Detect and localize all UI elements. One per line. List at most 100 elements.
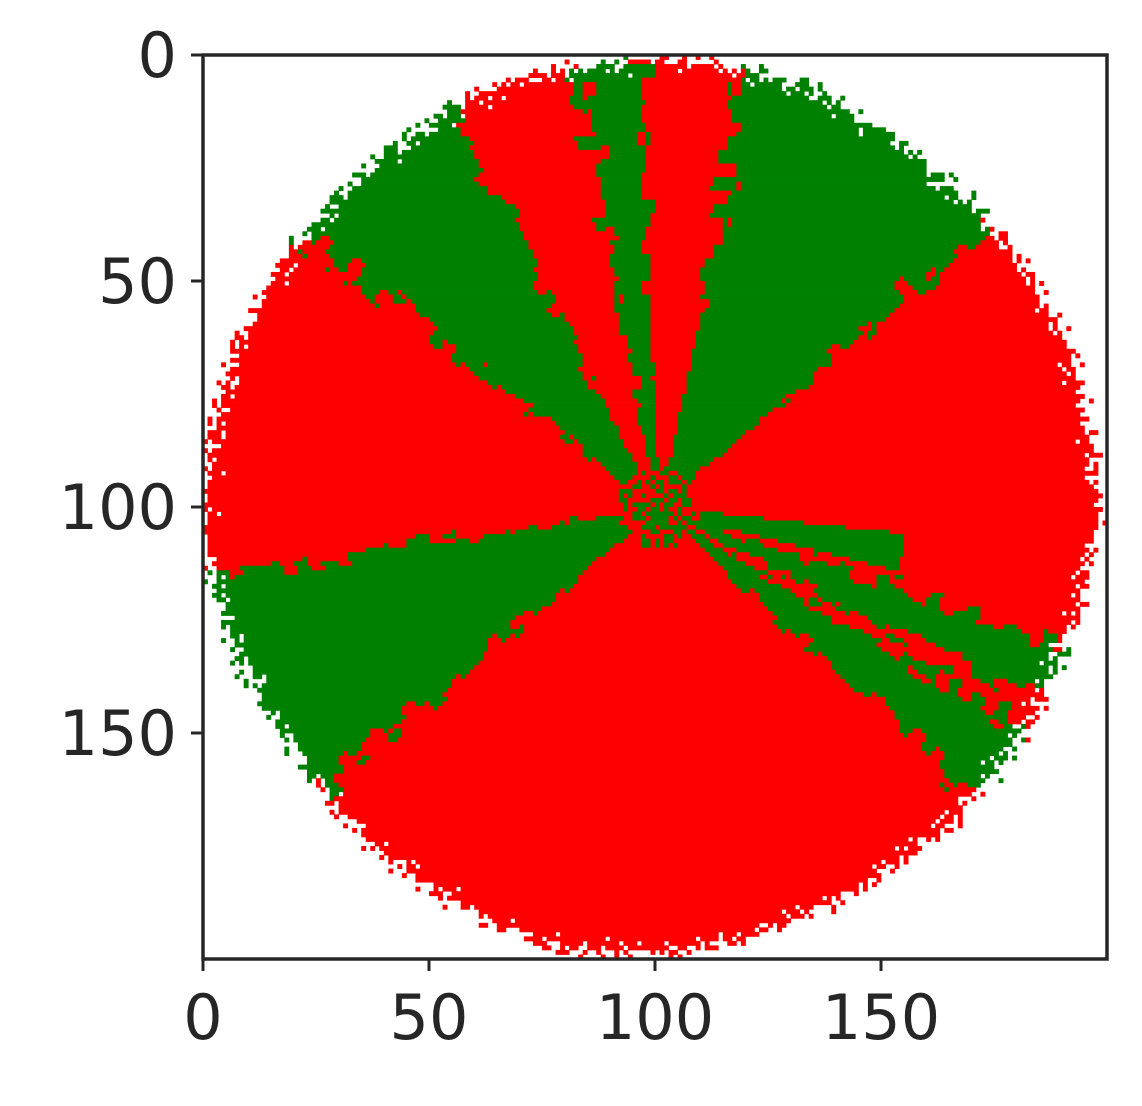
heatmap-cell-run [1025,701,1031,707]
heatmap-cell-run [338,213,520,219]
heatmap-cell-run [768,570,791,576]
heatmap-cell-run [749,77,760,83]
heatmap-cell-run [474,86,480,92]
heatmap-cell-run [361,742,923,747]
heatmap-cell-run [935,678,950,684]
heatmap-cell-run [682,479,688,485]
heatmap-cell-run [971,660,1040,666]
heatmap-cell-run [731,534,760,540]
heatmap-cell-run [388,855,900,860]
heatmap-cell-run [234,574,579,580]
heatmap-cell-run [573,82,584,88]
heatmap-cell-run [415,308,547,314]
heatmap-cell-run [618,321,651,327]
heatmap-cell-run [668,954,674,959]
heatmap-cell-run [329,199,507,205]
heatmap-cell-run [618,434,647,440]
heatmap-cell-run [1007,714,1027,720]
heatmap-cell-run [483,656,828,662]
heatmap-cell-run [252,669,471,675]
heatmap-cell-run [636,136,647,142]
heatmap-cell-run [908,149,914,155]
heatmap-cell-run [569,321,620,327]
heatmap-cell-run [487,913,787,919]
heatmap-cell-run [600,177,642,182]
heatmap-cell-run [885,696,963,702]
heatmap-cell-run [311,231,525,237]
heatmap-cell-run [582,353,629,359]
heatmap-cell-run [686,380,814,386]
heatmap-cell-run [745,68,751,74]
heatmap-cell-run [600,158,647,164]
heatmap-cell-run [582,375,593,381]
heatmap-cell-run [1079,362,1085,368]
heatmap-cell-run [1007,244,1013,250]
heatmap-cell-run [831,904,837,910]
heatmap-cell-run [682,394,787,399]
heatmap-cell-run [899,556,1081,562]
heatmap-cell-run [560,425,620,431]
heatmap-cell-run [691,357,832,363]
heatmap-cell-run [704,281,895,286]
heatmap-cell-run [537,258,611,264]
heatmap-cell-run [1043,290,1049,295]
heatmap-cell-run [700,326,859,332]
heatmap-cell-run [537,290,547,295]
heatmap-cell-run [297,742,362,747]
heatmap-cell-run [862,692,873,698]
heatmap-cell-run [650,484,656,490]
heatmap-cell-run [415,131,425,137]
heatmap-cell-run [279,733,285,738]
heatmap-cell-run [618,488,633,494]
heatmap-cell-run [994,723,1004,729]
heatmap-cell-run [695,475,1085,481]
heatmap-cell-run [203,579,208,585]
heatmap-cell-run [474,177,602,182]
heatmap-cell-run [356,276,538,282]
heatmap-cell-run [514,204,606,210]
heatmap-cell-run [618,493,624,499]
heatmap-cell-run [379,290,389,295]
heatmap-cell-run [239,669,245,675]
heatmap-cell-run [519,213,606,219]
heatmap-cell-run [356,818,936,824]
heatmap-cell-run [401,290,538,295]
heatmap-cell-run [492,633,498,639]
heatmap-cell-run [225,583,575,589]
heatmap-cell-run [984,226,990,232]
heatmap-cell-run [840,95,846,101]
heatmap-cell-run [569,95,584,101]
heatmap-cell-run [1066,647,1072,653]
heatmap-cell-run [560,588,565,594]
heatmap-cell-run [962,651,1049,657]
heatmap-cell-run [1007,710,1036,716]
heatmap-cell-run [225,371,475,377]
heatmap-cell-run [492,384,498,390]
heatmap-cell-run [786,403,1076,408]
heatmap-cell-run [944,814,954,820]
heatmap-cell-run [1043,629,1049,634]
heatmap-cell-run [596,457,633,463]
heatmap-cell-run [230,339,236,345]
heatmap-cell-run [447,113,462,119]
heatmap-cell-run [230,574,236,580]
heatmap-cell-run [609,412,638,417]
heatmap-cell-run [641,240,724,246]
heatmap-cell-run [1079,601,1090,607]
heatmap-cell-run [207,430,222,436]
heatmap-cell-run [636,416,656,422]
heatmap-cell-run [691,502,1094,508]
heatmap-cell-run [609,149,647,155]
heatmap-cell-run [221,620,511,625]
heatmap-cell-run [722,936,733,942]
heatmap-cell-run [677,511,683,517]
heatmap-cell-run [306,773,317,779]
heatmap-cell-run [632,511,642,517]
heatmap-cell-run [998,705,1013,711]
heatmap-cell-run [569,73,629,78]
heatmap-cell-run [655,502,660,508]
heatmap-cell-run [926,276,932,282]
heatmap-cell-run [306,561,321,567]
heatmap-cell-run [591,217,651,223]
heatmap-cell-run [921,746,936,752]
